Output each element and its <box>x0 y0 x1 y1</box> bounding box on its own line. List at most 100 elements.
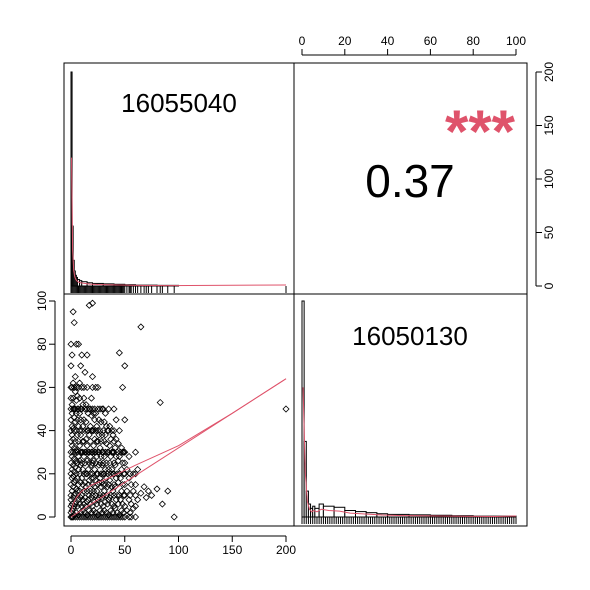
scatter-point <box>73 487 82 495</box>
significance-stars: *** <box>445 98 516 165</box>
scatter-point <box>83 351 91 359</box>
scatter-point <box>70 427 78 435</box>
scatter-point <box>87 474 95 482</box>
y-tick-label-16050130: 20 <box>35 467 49 481</box>
scatter-point <box>131 502 140 510</box>
scatter-point <box>127 500 135 508</box>
scatter-point <box>80 470 88 478</box>
scatter-point <box>97 418 105 426</box>
scatter-point <box>78 405 86 413</box>
scatter-point <box>98 405 106 413</box>
scatter-point <box>110 405 118 413</box>
scatter-point <box>102 439 111 448</box>
scatter-points <box>67 299 290 521</box>
scatter-point <box>74 383 83 391</box>
scatter-point <box>71 448 79 456</box>
y-tick-label-16050130: 100 <box>35 291 49 311</box>
y-tick-label-16050130: 80 <box>35 337 49 351</box>
scatter-point <box>72 446 80 454</box>
scatter-point <box>164 487 172 495</box>
scatter-point <box>77 362 85 370</box>
scatter-point <box>121 416 129 424</box>
scatter-point <box>120 448 128 456</box>
scatter-point <box>115 427 123 435</box>
histogram-16055040 <box>70 71 287 293</box>
variable-label-16055040: 16055040 <box>121 88 237 118</box>
panel-hist-16050130 <box>293 293 528 527</box>
scatter-point <box>110 437 118 445</box>
scatter-point <box>119 448 127 456</box>
scatter-point <box>67 340 75 348</box>
x-tick-label-16055040: 200 <box>276 543 296 557</box>
smooth-line <box>70 378 287 513</box>
scatter-point <box>71 405 79 413</box>
scatter-point <box>67 427 75 435</box>
right-tick-label-16055040: 150 <box>542 115 556 135</box>
scatter-point <box>94 437 102 445</box>
top-tick-label-16050130: 80 <box>467 34 481 48</box>
scatter-point <box>71 476 79 484</box>
scatter-point <box>110 427 118 435</box>
scatter-point <box>125 474 133 482</box>
scatter-point <box>82 448 90 456</box>
scatter-point <box>97 470 105 478</box>
scatter-point <box>113 491 121 499</box>
scatter-point <box>88 448 97 456</box>
scatter-point <box>115 452 123 461</box>
scatter-point <box>67 362 75 370</box>
scatter-point <box>76 427 84 435</box>
scatter-point <box>82 435 90 443</box>
scatter-point <box>105 405 113 413</box>
scatter-point <box>101 409 109 417</box>
scatter-point <box>120 509 128 517</box>
scatter-point <box>99 459 107 467</box>
scatter-point <box>88 383 97 391</box>
hist-16050130-bar <box>303 440 307 518</box>
scatter-point <box>88 427 97 435</box>
scatter-point <box>74 405 83 413</box>
scatter-point <box>100 452 108 461</box>
top-tick-label-16050130: 40 <box>381 34 395 48</box>
scatter-point <box>67 394 75 402</box>
scatter-point <box>69 308 77 316</box>
scatter-point <box>101 448 109 456</box>
scatter-point <box>111 461 119 469</box>
scatter-point <box>71 437 79 445</box>
scatter-point <box>69 483 77 491</box>
scatter-point <box>119 459 127 467</box>
top-tick-label-16050130: 20 <box>338 34 352 48</box>
scatter-point <box>170 513 178 521</box>
scatter-point <box>95 431 103 439</box>
right-tick-label-16055040: 200 <box>542 62 556 82</box>
scatter-point <box>105 427 113 435</box>
scatter-point <box>131 448 140 456</box>
correlation-value: 0.37 <box>365 155 455 207</box>
scatter-point <box>90 409 98 417</box>
scatter-point <box>79 448 87 456</box>
scatter-point <box>99 481 107 489</box>
x-tick-label-16055040: 150 <box>222 543 242 557</box>
scatter-point <box>106 476 114 484</box>
scatter-point <box>67 496 75 504</box>
scatter-point <box>134 496 142 504</box>
scatter-point <box>79 481 87 489</box>
scatter-point <box>78 427 86 435</box>
scatter-point <box>127 481 135 489</box>
scatter-point <box>85 448 93 456</box>
top-tick-label-16050130: 60 <box>424 34 438 48</box>
variable-label-16050130: 16050130 <box>352 321 468 351</box>
scatter-point <box>119 513 127 521</box>
scatter-point <box>94 427 102 435</box>
scatter-point <box>93 422 101 430</box>
scatter-point <box>79 496 87 504</box>
scatter-point <box>70 491 78 499</box>
scatter-point <box>121 362 129 370</box>
scatter-point <box>109 431 117 439</box>
scatter-point <box>123 506 131 515</box>
axes: 0 50 100 150 200 0 20 40 60 80 100 0 20 40 60 80 100 0 50 1… <box>35 34 556 557</box>
histogram-16050130 <box>301 300 517 524</box>
scatter-point <box>79 437 87 445</box>
scatter-point <box>115 349 123 357</box>
scatter-point <box>158 500 166 508</box>
x-tick-label-16055040: 0 <box>68 543 75 557</box>
